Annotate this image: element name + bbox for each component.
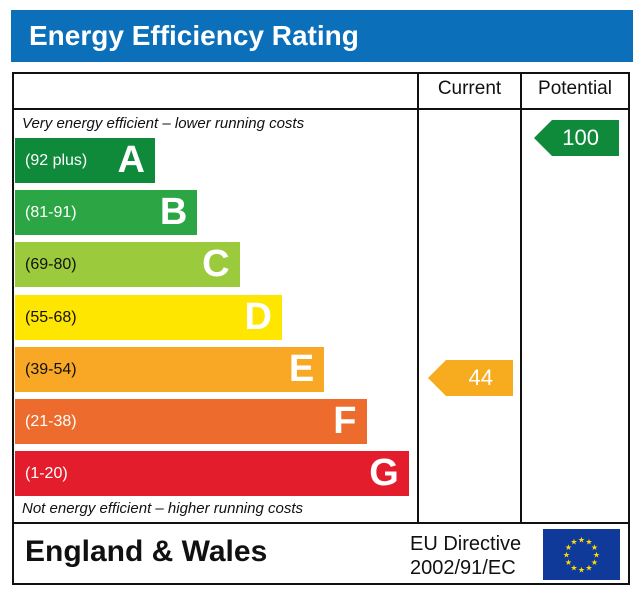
band-letter: G xyxy=(369,452,399,494)
band-range: (92 plus) xyxy=(25,152,88,169)
current-column-divider xyxy=(417,72,419,524)
star-icon: ★ xyxy=(585,538,592,547)
eu-flag-icon: ★ ★ ★ ★ ★ ★ ★ ★ ★ ★ ★ ★ xyxy=(543,529,620,580)
directive-line-2: 2002/91/EC xyxy=(410,557,516,579)
band-letter: B xyxy=(159,191,188,233)
band-range: (1-20) xyxy=(25,465,68,482)
band-letter: F xyxy=(333,400,357,442)
band-range: (81-91) xyxy=(25,204,77,221)
band-e: (39-54) E xyxy=(15,347,325,392)
star-icon: ★ xyxy=(591,558,598,567)
potential-rating-value: 100 xyxy=(562,125,599,150)
region-label: England & Wales xyxy=(25,535,268,568)
potential-header: Potential xyxy=(538,78,612,99)
current-rating-value: 44 xyxy=(468,365,493,390)
band-letter: A xyxy=(117,139,145,181)
band-range: (21-38) xyxy=(25,413,77,430)
star-icon: ★ xyxy=(593,551,600,560)
current-rating-arrow: 44 xyxy=(428,360,513,396)
star-icon: ★ xyxy=(565,558,572,567)
star-icon: ★ xyxy=(578,566,585,575)
potential-column-divider xyxy=(520,72,522,524)
chart-title: Energy Efficiency Rating xyxy=(11,10,633,62)
band-range: (69-80) xyxy=(25,256,77,273)
footer-divider xyxy=(12,522,630,524)
band-f: (21-38) F xyxy=(15,399,367,444)
top-note: Very energy efficient – lower running co… xyxy=(22,115,305,132)
band-letter: C xyxy=(202,243,230,285)
directive-line-1: EU Directive xyxy=(410,533,522,555)
band-g: (1-20) G xyxy=(15,451,409,496)
bottom-note: Not energy efficient – higher running co… xyxy=(22,500,303,517)
band-d: (55-68) D xyxy=(15,295,282,340)
star-icon: ★ xyxy=(585,563,592,572)
rating-table xyxy=(12,72,630,585)
band-a: (92 plus) A xyxy=(15,138,155,183)
eu-directive: EU Directive 2002/91/EC xyxy=(410,532,521,580)
band-letter: E xyxy=(288,348,315,390)
band-letter: D xyxy=(244,296,272,338)
star-icon: ★ xyxy=(570,563,577,572)
band-b: (81-91) B xyxy=(15,190,198,235)
star-icon: ★ xyxy=(578,536,585,545)
star-icon: ★ xyxy=(565,543,572,552)
potential-rating-arrow: 100 xyxy=(534,120,619,156)
header-divider xyxy=(12,108,630,110)
star-icon: ★ xyxy=(563,551,570,560)
current-header: Current xyxy=(437,78,502,99)
star-icon: ★ xyxy=(591,543,598,552)
band-c: (69-80) C xyxy=(15,242,240,287)
band-range: (55-68) xyxy=(25,309,77,326)
star-icon: ★ xyxy=(570,538,577,547)
band-range: (39-54) xyxy=(25,361,77,378)
